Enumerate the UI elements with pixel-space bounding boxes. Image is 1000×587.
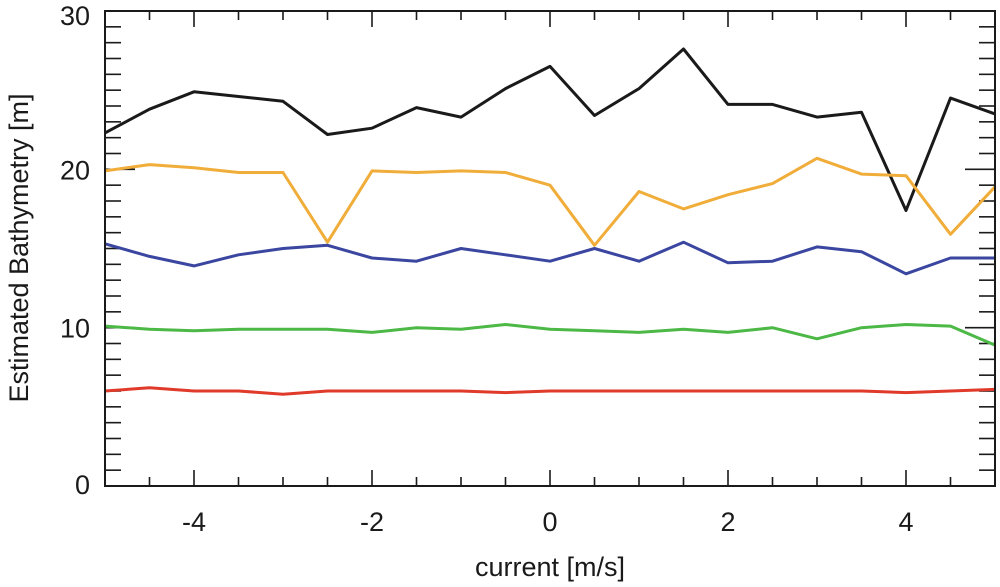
x-tick-label: 2 [720,507,735,537]
series-line-5 [104,386,996,396]
y-tick-label: 0 [75,470,90,500]
y-tick-label: 20 [60,155,90,185]
x-tick-label: 0 [542,507,557,537]
y-tick-label: 10 [60,314,90,344]
y-tick-label: 30 [60,1,90,31]
y-tick-labels: 0 10 20 30 [60,1,90,500]
x-tick-label: -4 [182,507,206,537]
series-line-3 [104,240,995,276]
x-tick-label: -2 [360,507,384,537]
series-line-4 [104,323,996,347]
x-axis-label: current [m/s] [475,552,625,582]
series-layer [104,47,997,396]
axis-ticks [104,10,996,487]
x-tick-label: 4 [898,507,913,537]
series-line-1 [104,47,996,212]
series-line-2 [104,156,997,247]
plot-frame [104,10,996,487]
y-axis-label: Estimated Bathymetry [m] [4,93,34,402]
x-tick-labels: -4 -2 0 2 4 [182,507,914,537]
